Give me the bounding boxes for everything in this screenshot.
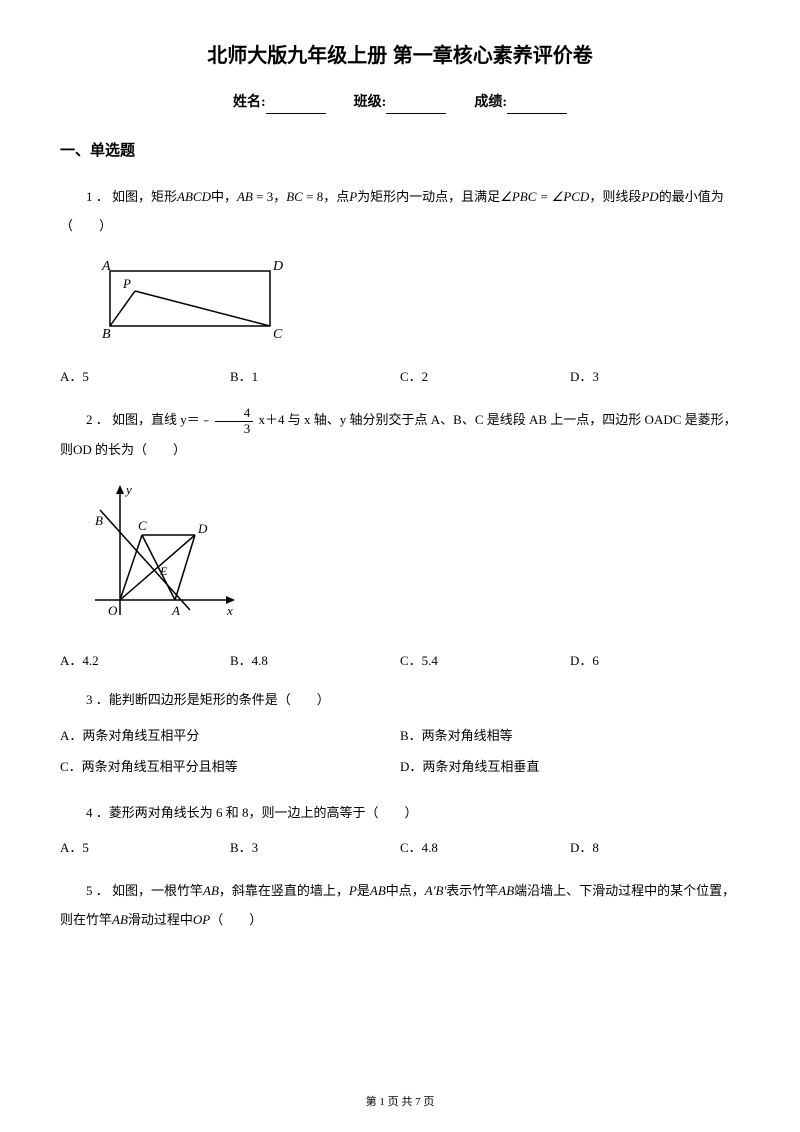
svg-text:y: y	[124, 482, 132, 497]
svg-text:C: C	[273, 327, 283, 342]
q1-p: P	[349, 189, 357, 204]
q5-t2: ，斜靠在竖直的墙上，	[219, 883, 349, 898]
q5-p: P	[349, 883, 357, 898]
svg-text:E: E	[159, 564, 168, 578]
q1-t1: 1 ． 如图，矩形	[86, 189, 177, 204]
name-blank	[266, 100, 326, 114]
q1-opt-c: C．2	[400, 367, 570, 388]
question-1: 1 ． 如图，矩形ABCD中，AB = 3，BC = 8，点P为矩形内一动点，且…	[60, 183, 740, 240]
svg-text:D: D	[272, 259, 283, 274]
q5-t1: 5 ． 如图，一根竹竿	[86, 883, 203, 898]
svg-text:B: B	[95, 513, 103, 528]
q5-ab2: AB	[370, 883, 386, 898]
svg-text:A: A	[171, 603, 180, 618]
q1-abcd: ABCD	[177, 189, 211, 204]
q5-t3: 是	[357, 883, 370, 898]
q1-t2: 中，	[211, 189, 237, 204]
q1-opt-b: B．1	[230, 367, 400, 388]
q5-ab3: AB	[498, 883, 514, 898]
q2-den: 3	[215, 422, 254, 436]
q5-t5: 表示竹竿	[446, 883, 498, 898]
q2-num: 4	[215, 406, 254, 421]
q2-opt-d: D．6	[570, 651, 740, 672]
q4-opt-b: B．3	[230, 838, 400, 859]
question-2: 2 ． 如图，直线 y＝﹣43 x＋4 与 x 轴、y 轴分别交于点 A、B、C…	[60, 406, 740, 464]
student-info-line: 姓名: 班级: 成绩:	[60, 92, 740, 114]
question-1-text: 1 ． 如图，矩形ABCD中，AB = 3，BC = 8，点P为矩形内一动点，且…	[60, 183, 740, 240]
q3-opt-c: C．两条对角线互相平分且相等	[60, 757, 400, 778]
question-1-options: A．5 B．1 C．2 D．3	[60, 367, 740, 388]
q3-opt-a: A．两条对角线互相平分	[60, 726, 400, 747]
q1-opt-a: A．5	[60, 367, 230, 388]
q2-opt-c: C．5.4	[400, 651, 570, 672]
score-blank	[507, 100, 567, 114]
svg-text:x: x	[226, 603, 233, 618]
question-4-options: A．5 B．3 C．4.8 D．8	[60, 838, 740, 859]
q1-ang: ∠PBC = ∠PCD	[500, 189, 589, 204]
q1-t4: 为矩形内一动点，且满足	[357, 189, 500, 204]
svg-text:P: P	[122, 276, 131, 291]
q2-t1: 2 ． 如图，直线 y＝﹣	[86, 412, 213, 427]
question-2-options: A．4.2 B．4.8 C．5.4 D．6	[60, 651, 740, 672]
q1-eq2: = 8	[303, 189, 323, 204]
class-blank	[386, 100, 446, 114]
q2-frac: 43	[215, 406, 254, 436]
q3-opt-b: B．两条对角线相等	[400, 726, 740, 747]
q5-t7: 滑动过程中	[128, 912, 193, 927]
q5-ab4: AB	[112, 912, 128, 927]
q4-opt-d: D．8	[570, 838, 740, 859]
svg-text:O: O	[108, 603, 118, 618]
q1-bc: BC	[286, 189, 303, 204]
question-1-figure: A D B C P	[90, 256, 740, 353]
q5-op: OP	[193, 912, 210, 927]
q1-c1: ，	[273, 189, 286, 204]
section-1-header: 一、单选题	[60, 139, 740, 163]
question-4-text: 4 ．菱形两对角线长为 6 和 8，则一边上的高等于（ ）	[60, 803, 740, 824]
question-3-options: A．两条对角线互相平分 B．两条对角线相等 C．两条对角线互相平分且相等 D．两…	[60, 726, 740, 788]
class-label: 班级:	[354, 95, 387, 110]
q5-t8: （ ）	[210, 912, 262, 927]
svg-text:B: B	[102, 327, 111, 342]
q5-ab1: AB	[203, 883, 219, 898]
question-2-text: 2 ． 如图，直线 y＝﹣43 x＋4 与 x 轴、y 轴分别交于点 A、B、C…	[60, 406, 740, 464]
svg-text:D: D	[197, 521, 208, 536]
q1-t3: ，点	[323, 189, 349, 204]
score-label: 成绩:	[474, 95, 507, 110]
q5-t4: 中点，	[386, 883, 425, 898]
q1-eq1: = 3	[253, 189, 273, 204]
q2-opt-a: A．4.2	[60, 651, 230, 672]
q1-ab: AB	[237, 189, 253, 204]
question-3-text: 3 ．能判断四边形是矩形的条件是（ ）	[60, 690, 740, 711]
q4-opt-c: C．4.8	[400, 838, 570, 859]
svg-text:C: C	[138, 518, 147, 533]
question-5-text: 5 ． 如图，一根竹竿AB，斜靠在竖直的墙上，P是AB中点，A'B'表示竹竿AB…	[60, 877, 740, 934]
q4-opt-a: A．5	[60, 838, 230, 859]
q3-opt-d: D．两条对角线互相垂直	[400, 757, 740, 778]
page-title: 北师大版九年级上册 第一章核心素养评价卷	[60, 40, 740, 72]
q2-opt-b: B．4.8	[230, 651, 400, 672]
q1-opt-d: D．3	[570, 367, 740, 388]
q1-t5: ，则线段	[589, 189, 641, 204]
q1-pd: PD	[641, 189, 658, 204]
name-label: 姓名:	[233, 95, 266, 110]
q5-apbp: A'B'	[425, 883, 446, 898]
question-2-figure: y x O A B C D E	[90, 480, 740, 637]
page-footer: 第 1 页 共 7 页	[0, 1094, 800, 1112]
svg-text:A: A	[101, 259, 111, 274]
question-5: 5 ． 如图，一根竹竿AB，斜靠在竖直的墙上，P是AB中点，A'B'表示竹竿AB…	[60, 877, 740, 934]
